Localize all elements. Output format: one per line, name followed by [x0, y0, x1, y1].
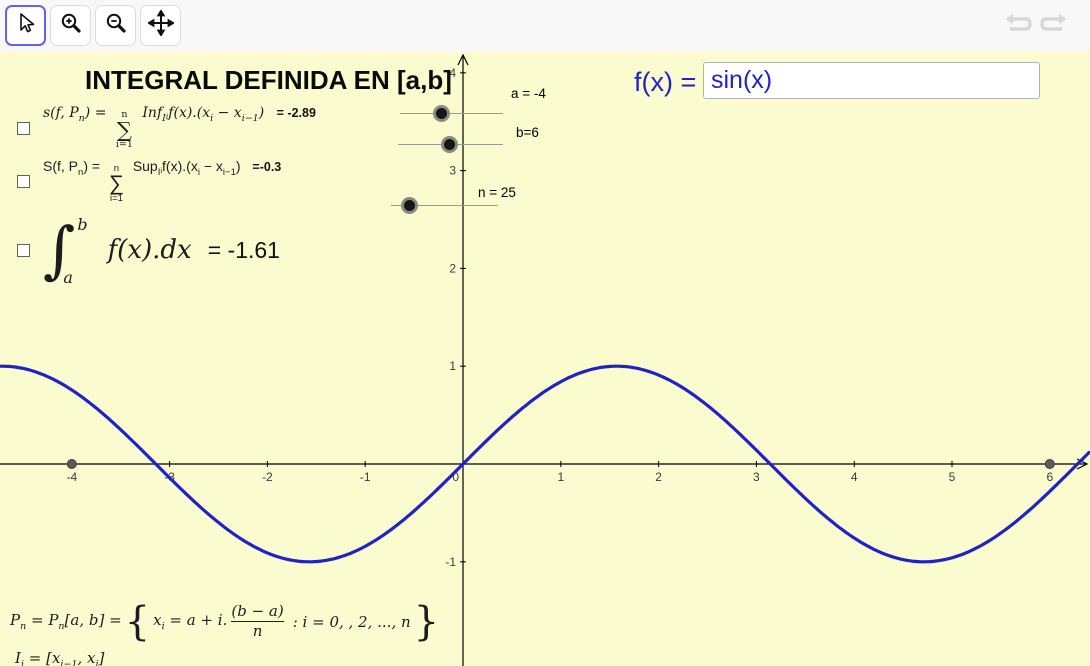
- lower-sum-value: = -2.89: [276, 106, 316, 121]
- point-b[interactable]: [1044, 459, 1055, 469]
- graphics-view[interactable]: -4 -3 -2 -1 0 1 2 3 4 5 6 4 3 2 1 -1 INTEGRAL DEFINIDA …: [0, 52, 1090, 666]
- slider-n-track[interactable]: [391, 205, 498, 206]
- slider-n-label[interactable]: n = 25: [478, 185, 516, 200]
- integral-formula: ∫ b a f(x).dx = -1.61: [43, 213, 280, 287]
- integral-value: = -1.61: [207, 236, 280, 263]
- slider-a-handle[interactable]: [433, 105, 450, 122]
- x-tick-label: -1: [360, 470, 371, 484]
- integral-checkbox[interactable]: [17, 243, 30, 257]
- interval-formula-clipped: Ii = [xi−1, xi]: [15, 649, 105, 666]
- x-tick-label: -2: [262, 470, 273, 484]
- y-tick-label: 3: [449, 164, 456, 178]
- undo-button[interactable]: [1000, 10, 1034, 44]
- slider-a-track[interactable]: [400, 113, 503, 114]
- x-tick-label: 4: [851, 470, 858, 484]
- slider-a-label[interactable]: a = -4: [511, 86, 546, 101]
- y-axis-arrow: [457, 53, 469, 66]
- partition-formula: Pn = Pn[a, b] = { xi = a + i. (b − a) n …: [10, 598, 440, 645]
- sigma-symbol: ∑: [116, 117, 132, 142]
- x-tick-label: 1: [557, 470, 564, 484]
- sigma-symbol: ∑: [108, 172, 124, 196]
- x-tick-label: 6: [1046, 470, 1053, 484]
- upper-sum-checkbox[interactable]: [17, 174, 30, 188]
- cursor-icon: [14, 11, 38, 40]
- origin-label: 0: [452, 470, 459, 484]
- zoom-in-icon: [59, 11, 83, 40]
- y-tick-label: 2: [449, 261, 456, 275]
- sine-curve[interactable]: [0, 364, 1090, 564]
- y-tick-label: 4: [449, 66, 456, 80]
- move-arrows-icon: [146, 9, 175, 41]
- x-tick-label: 2: [655, 470, 662, 484]
- close-brace: }: [413, 598, 440, 645]
- upper-sum-value: =-0.3: [252, 159, 282, 174]
- lower-sum-formula: s(f, Pn) = n ∑ i=1 InfIif(x).(xi − xi−1)…: [43, 105, 316, 151]
- function-label: f(x) =: [634, 67, 697, 97]
- point-a[interactable]: [66, 459, 77, 469]
- upper-sum-row: S(f, Pn) = n ∑ i=1 SupIif(x).(xi − xi−1)…: [17, 158, 281, 204]
- zoom-out-icon: [104, 11, 128, 40]
- redo-icon: [1040, 11, 1070, 44]
- x-tick-label: 5: [949, 470, 956, 484]
- upper-sum-formula: S(f, Pn) = n ∑ i=1 SupIif(x).(xi − xi−1)…: [43, 157, 282, 204]
- slider-b-handle[interactable]: [441, 136, 458, 153]
- slider-n-handle[interactable]: [401, 197, 418, 214]
- page-title: INTEGRAL DEFINIDA EN [a,b]: [85, 65, 452, 95]
- integral-sign: ∫: [43, 213, 76, 287]
- slider-b-label[interactable]: b=6: [516, 125, 539, 140]
- lower-sum-row: s(f, Pn) = n ∑ i=1 InfIif(x).(xi − xi−1)…: [17, 105, 316, 151]
- y-tick-label: 1: [449, 359, 456, 373]
- move-tool-button[interactable]: [5, 5, 46, 46]
- function-input[interactable]: [703, 62, 1040, 99]
- open-brace: {: [124, 598, 151, 645]
- toolbar: [0, 0, 1090, 52]
- undo-icon: [1002, 11, 1032, 44]
- x-tick-label: -4: [66, 470, 77, 484]
- lower-sum-checkbox[interactable]: [17, 121, 30, 135]
- y-tick-label: -1: [445, 555, 456, 569]
- zoom-in-button[interactable]: [50, 5, 91, 46]
- move-view-button[interactable]: [140, 5, 181, 46]
- x-tick-label: 3: [753, 470, 760, 484]
- zoom-out-button[interactable]: [95, 5, 136, 46]
- integral-row: ∫ b a f(x).dx = -1.61: [17, 210, 280, 290]
- redo-button[interactable]: [1038, 10, 1072, 44]
